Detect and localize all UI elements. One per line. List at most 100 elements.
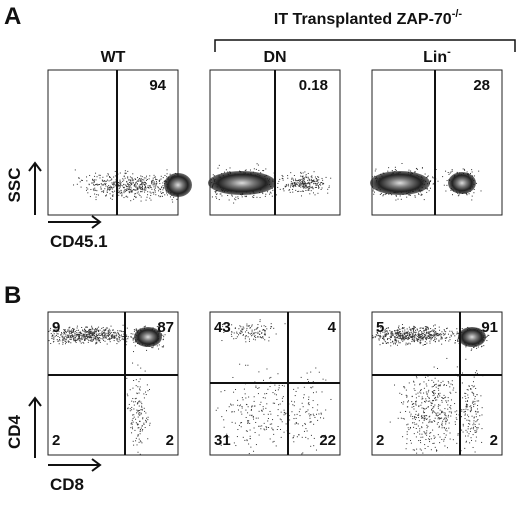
event-dot <box>413 339 415 341</box>
event-dot <box>86 187 88 189</box>
event-dot <box>137 177 139 179</box>
event-dot <box>105 195 107 197</box>
event-dot <box>292 404 294 406</box>
event-dot <box>64 329 66 331</box>
event-dot <box>421 417 423 419</box>
event-dot <box>126 188 128 190</box>
event-dot <box>456 328 458 330</box>
event-dot <box>446 328 448 330</box>
event-dot <box>412 336 414 338</box>
event-dot <box>477 427 479 429</box>
event-dot <box>253 450 255 452</box>
event-dot <box>454 411 456 413</box>
event-dot <box>121 331 123 333</box>
event-dot <box>316 179 318 181</box>
event-dot <box>285 423 287 425</box>
event-dot <box>395 341 397 343</box>
event-dot <box>389 336 391 338</box>
event-dot <box>53 336 55 338</box>
event-dot <box>96 329 98 331</box>
event-dot <box>144 410 146 412</box>
event-dot <box>242 329 244 331</box>
event-dot <box>110 325 112 327</box>
header-text: IT Transplanted ZAP-70 <box>274 11 452 28</box>
event-dot <box>254 432 256 434</box>
event-dot <box>237 409 239 411</box>
event-dot <box>431 421 433 423</box>
event-dot <box>142 418 144 420</box>
event-dot <box>121 336 123 338</box>
event-dot <box>292 184 294 186</box>
event-dot <box>313 179 315 181</box>
event-dot <box>88 332 90 334</box>
event-dot <box>166 169 168 171</box>
event-dot <box>108 334 110 336</box>
event-dot <box>247 331 249 333</box>
event-dot <box>445 421 447 423</box>
column-label: Lin- <box>423 46 451 66</box>
event-dot <box>476 394 478 396</box>
event-dot <box>473 416 475 418</box>
event-dot <box>465 403 467 405</box>
event-dot <box>475 431 477 433</box>
event-dot <box>280 436 282 438</box>
event-dot <box>130 335 132 337</box>
event-dot <box>257 164 259 166</box>
event-dot <box>99 332 101 334</box>
event-dot <box>158 329 160 331</box>
event-dot <box>132 333 134 335</box>
event-dot <box>99 177 101 179</box>
event-dot <box>91 333 93 335</box>
event-dot <box>111 178 113 180</box>
event-dot <box>439 395 441 397</box>
event-dot <box>99 334 101 336</box>
event-dot <box>428 397 430 399</box>
event-dot <box>88 184 90 186</box>
event-dot <box>153 193 155 195</box>
event-dot <box>407 401 409 403</box>
event-dot <box>138 409 140 411</box>
event-dot <box>134 401 136 403</box>
event-dot <box>421 427 423 429</box>
event-dot <box>474 372 476 374</box>
event-dot <box>465 441 467 443</box>
event-dot <box>411 339 413 341</box>
event-dot <box>423 336 425 338</box>
event-dot <box>307 178 309 180</box>
event-dot <box>415 334 417 336</box>
event-dot <box>91 328 93 330</box>
event-dot <box>424 432 426 434</box>
event-dot <box>414 195 416 197</box>
event-dot <box>384 334 386 336</box>
event-dot <box>305 175 307 177</box>
event-dot <box>138 438 140 440</box>
event-dot <box>143 407 145 409</box>
event-dot <box>425 328 427 330</box>
event-dot <box>81 338 83 340</box>
event-dot <box>127 182 129 184</box>
event-dot <box>474 430 476 432</box>
event-dot <box>467 414 469 416</box>
event-dot <box>443 383 445 385</box>
event-dot <box>151 180 153 182</box>
event-dot <box>390 334 392 336</box>
event-dot <box>464 392 466 394</box>
event-dot <box>464 413 466 415</box>
event-dot <box>299 184 301 186</box>
event-dot <box>394 330 396 332</box>
event-dot <box>302 181 304 183</box>
quadrant-value: 87 <box>157 319 174 336</box>
event-dot <box>399 342 401 344</box>
event-dot <box>439 413 441 415</box>
event-dot <box>419 433 421 435</box>
event-dot <box>78 339 80 341</box>
event-dot <box>405 394 407 396</box>
event-dot <box>402 340 404 342</box>
event-dot <box>441 336 443 338</box>
event-dot <box>424 329 426 331</box>
event-dot <box>144 427 146 429</box>
event-dot <box>72 328 74 330</box>
event-dot <box>266 428 268 430</box>
event-dot <box>295 180 297 182</box>
event-dot <box>301 436 303 438</box>
